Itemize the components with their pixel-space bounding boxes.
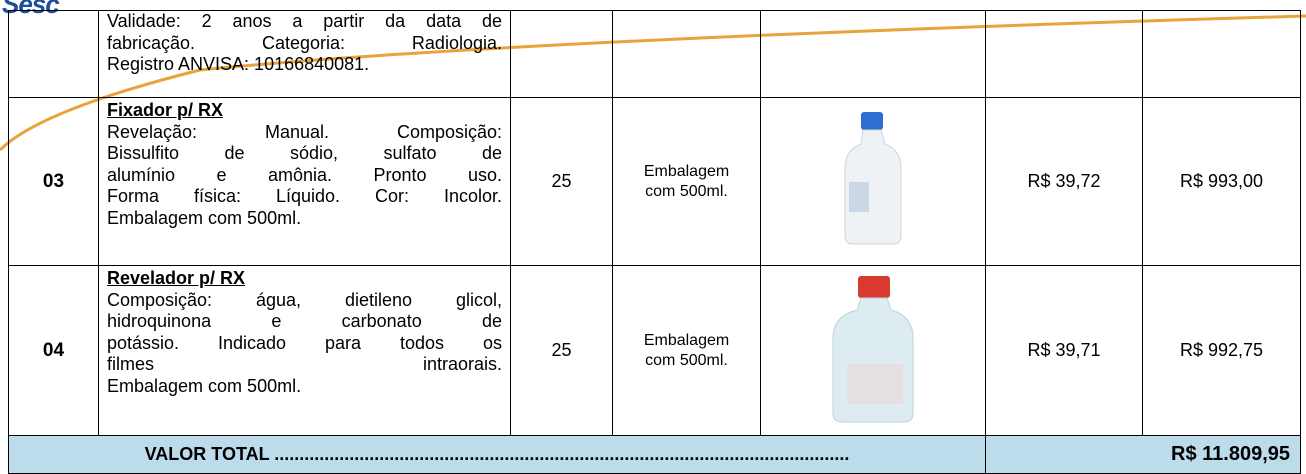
unit-cell: Embalagem com 500ml. [612,265,761,436]
quantity: 25 [510,265,613,436]
total-price: R$ 993,00 [1142,97,1301,266]
image-cell [760,265,986,436]
description-line: potássio. Indicado para todos os [107,332,502,353]
unit-cell: Embalagem com 500ml. [612,97,761,266]
description-line: Composição: água, dietileno glicol, [107,289,502,310]
unit-price: R$ 39,72 [985,97,1143,266]
description-line: Embalagem com 500ml. [107,375,302,396]
unit-line: com 500ml. [645,351,728,369]
cell [1142,10,1301,98]
cell [510,10,613,98]
description-line: fabricação. Categoria: Radiologia. [107,32,502,53]
total-price: R$ 992,75 [1142,265,1301,436]
product-name: Fixador p/ RX [107,100,224,120]
description-line: alumínio e amônia. Pronto uso. [107,164,502,185]
description-line: Embalagem com 500ml. [107,207,302,228]
total-row: VALOR TOTAL ............................… [8,435,1301,474]
cell [8,10,99,98]
item-number: 03 [8,97,99,266]
image-cell [760,97,986,266]
cell [985,10,1143,98]
description-line: filmes intraorais. [107,354,502,374]
table-row: 04 Revelador p/ RX Composição: água, die… [8,265,1301,436]
description-line: hidroquinona e carbonato de [107,311,502,331]
product-image [844,112,902,245]
unit-line: Embalagem [643,162,730,180]
total-value: R$ 11.809,95 [985,435,1301,474]
description-cell: Revelador p/ RX Composição: água, dietil… [98,265,511,436]
quantity: 25 [510,97,613,266]
description-line: Forma física: Líquido. Cor: Incolor. [107,186,502,206]
items-table: Validade: 2 anos a partir da data de fab… [8,10,1301,474]
total-label-text: VALOR TOTAL ............................… [144,444,850,464]
cell [612,10,761,98]
description-line: Registro ANVISA: 10166840081. [107,54,370,74]
unit-line: Embalagem [643,331,730,349]
table-row: 03 Fixador p/ RX Revelação: Manual. Comp… [8,97,1301,266]
table-row: Validade: 2 anos a partir da data de fab… [8,10,1301,98]
product-image [832,276,914,423]
unit-line: com 500ml. [645,182,728,200]
total-label: VALOR TOTAL ............................… [8,435,986,474]
product-name: Revelador p/ RX [107,268,246,288]
item-number: 04 [8,265,99,436]
description-line: Validade: 2 anos a partir da data de [107,11,502,31]
description-cell: Validade: 2 anos a partir da data de fab… [98,10,511,98]
unit-price: R$ 39,71 [985,265,1143,436]
description-cell: Fixador p/ RX Revelação: Manual. Composi… [98,97,511,266]
description-line: Bissulfito de sódio, sulfato de [107,143,502,163]
cell [760,10,986,98]
description-line: Revelação: Manual. Composição: [107,121,502,142]
